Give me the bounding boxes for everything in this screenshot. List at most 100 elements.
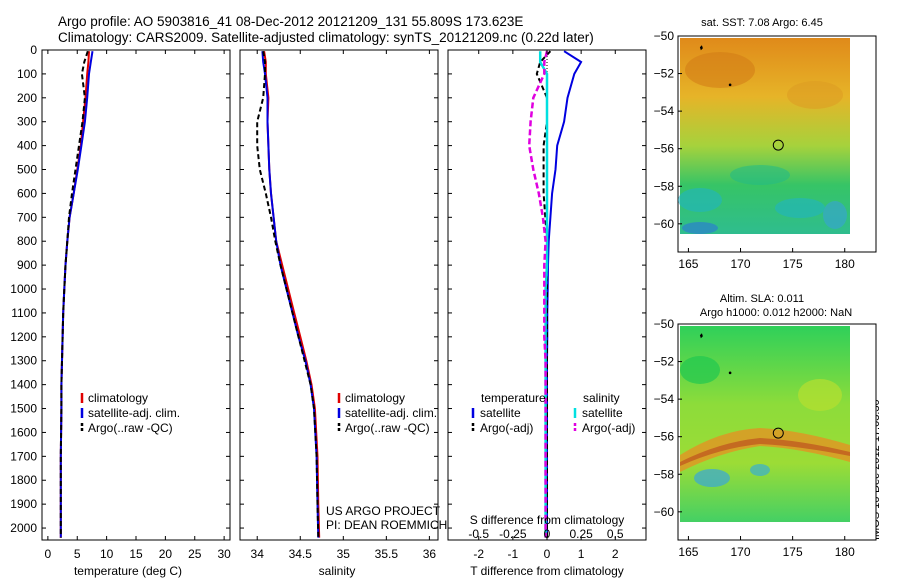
salinity-xlabel: salinity <box>319 564 356 578</box>
top-x-tick-label: 0 <box>544 527 551 541</box>
series-salinity-satellite <box>538 51 549 538</box>
top-x-tick-label: 0.25 <box>569 527 593 541</box>
sst-cold-patch <box>730 165 790 185</box>
map-y-tick-label: −58 <box>654 467 675 481</box>
legend-label: satellite-adj. clim. <box>88 406 180 420</box>
x-tick-label: 15 <box>129 547 143 561</box>
map-y-tick-label: −56 <box>654 430 675 444</box>
map-y-tick-label: −50 <box>654 317 675 331</box>
island-dot <box>728 371 732 375</box>
sla-low-patch <box>680 356 720 384</box>
y-tick-label: 2000 <box>10 521 37 535</box>
temperature-xlabel: temperature (deg C) <box>74 564 182 578</box>
island-shape <box>699 45 703 51</box>
sst-texture <box>678 52 847 234</box>
map-y-tick-label: −54 <box>654 104 675 118</box>
x-tick-label: 35 <box>337 547 351 561</box>
y-tick-label: 1000 <box>10 282 37 296</box>
map-x-tick-label: 170 <box>731 257 751 271</box>
argo-position-marker <box>772 139 784 151</box>
y-tick-label: 100 <box>17 67 37 81</box>
map-y-tick-label: −60 <box>654 505 675 519</box>
sst-cold-patch <box>823 201 847 229</box>
map-x-tick-label: 165 <box>678 257 698 271</box>
temperature-panel: 0 5 10 15 20 25 300100200300400500600700800900… <box>10 43 231 578</box>
y-tick-label: 1900 <box>10 497 37 511</box>
legend-label: Argo(..raw -QC) <box>345 421 430 435</box>
salinity-axes-frame <box>239 49 439 541</box>
y-tick-label: 200 <box>17 91 37 105</box>
sla-map-subtitle: Argo h1000: 0.012 h2000: NaN <box>700 307 852 319</box>
difference-top-xlabel: S difference from climatology <box>470 513 625 527</box>
y-tick-label: 1500 <box>10 402 37 416</box>
sst-warm-patch <box>685 52 755 88</box>
sla-high-patch <box>798 379 842 411</box>
sla-map-panel: Altim. SLA: 0.011 Argo h1000: 0.012 h200… <box>654 293 877 559</box>
pi-annotation: PI: DEAN ROEMMICH <box>326 518 447 532</box>
island-shape <box>699 333 703 339</box>
series-argo-raw-qc- <box>59 50 89 538</box>
x-tick-label: -2 <box>473 547 484 561</box>
legend-label: climatology <box>345 391 405 405</box>
map-x-tick-label: 165 <box>678 545 698 559</box>
sla-map-title: Altim. SLA: 0.011 <box>720 293 804 305</box>
series-temperature-satellite <box>546 50 583 538</box>
argo-position-marker <box>772 427 784 439</box>
legend-group-title: temperature <box>481 391 546 405</box>
x-tick-label: -1 <box>508 547 519 561</box>
map-y-tick-label: −54 <box>654 392 675 406</box>
legend-group-title: salinity <box>583 391 620 405</box>
y-tick-label: 600 <box>17 186 37 200</box>
y-tick-label: 1800 <box>10 473 37 487</box>
y-tick-label: 400 <box>17 139 37 153</box>
x-tick-label: 34 <box>251 547 265 561</box>
figure-title-line-2: Climatology: CARS2009. Satellite-adjuste… <box>58 30 594 45</box>
y-tick-label: 0 <box>30 43 37 57</box>
series-argo-raw-qc- <box>256 51 320 538</box>
top-x-tick-label: -0.25 <box>499 527 527 541</box>
sst-cold-patch <box>775 198 825 218</box>
y-tick-label: 700 <box>17 210 37 224</box>
salinity-panel: 34 34.5 35 35.5 36 climatologysatellite-adj.… <box>239 49 447 578</box>
series-satellite-adj-clim- <box>59 51 94 538</box>
x-tick-label: 0 <box>544 547 551 561</box>
map-y-tick-label: −52 <box>654 355 675 369</box>
y-tick-label: 300 <box>17 115 37 129</box>
map-x-tick-label: 175 <box>783 545 803 559</box>
x-tick-label: 0 <box>45 547 52 561</box>
map-y-tick-label: −50 <box>654 29 675 43</box>
y-tick-label: 1300 <box>10 354 37 368</box>
sst-cold-patch <box>682 222 718 234</box>
map-y-tick-label: −56 <box>654 142 675 156</box>
sst-cold-patch <box>678 188 722 212</box>
project-annotation: US ARGO PROJECT <box>326 504 441 518</box>
map-x-tick-label: 180 <box>835 545 855 559</box>
sst-map-title: sat. SST: 7.08 Argo: 6.45 <box>701 17 823 29</box>
sla-texture <box>680 356 850 487</box>
sla-low-patch <box>694 469 730 487</box>
map-y-tick-label: −58 <box>654 179 675 193</box>
series-climatology <box>263 51 321 538</box>
temperature-axes-frame <box>41 49 231 541</box>
figure-title-line-1: Argo profile: AO 5903816_41 08-Dec-2012 … <box>58 14 524 29</box>
map-x-tick-label: 175 <box>783 257 803 271</box>
map-y-tick-label: −60 <box>654 217 675 231</box>
sla-high-band <box>680 428 850 472</box>
sla-peak-band <box>680 438 850 466</box>
sla-field <box>680 326 850 522</box>
legend-label: satellite <box>582 406 623 420</box>
y-tick-label: 1200 <box>10 330 37 344</box>
x-tick-label: 5 <box>74 547 81 561</box>
legend-label: Argo(-adj) <box>480 421 533 435</box>
x-tick-label: 2 <box>612 547 619 561</box>
legend-label: Argo(-adj) <box>582 421 635 435</box>
legend-label: Argo(..raw -QC) <box>88 421 173 435</box>
y-tick-label: 1400 <box>10 378 37 392</box>
top-x-tick-label: -0.5 <box>468 527 489 541</box>
y-tick-label: 1100 <box>11 306 37 320</box>
series-salinity-argo-adj- <box>527 50 549 538</box>
legend-label: satellite <box>480 406 521 420</box>
sst-map-panel: sat. SST: 7.08 Argo: 6.45 165 170 175 180 −5… <box>654 17 877 271</box>
legend-label: climatology <box>88 391 148 405</box>
